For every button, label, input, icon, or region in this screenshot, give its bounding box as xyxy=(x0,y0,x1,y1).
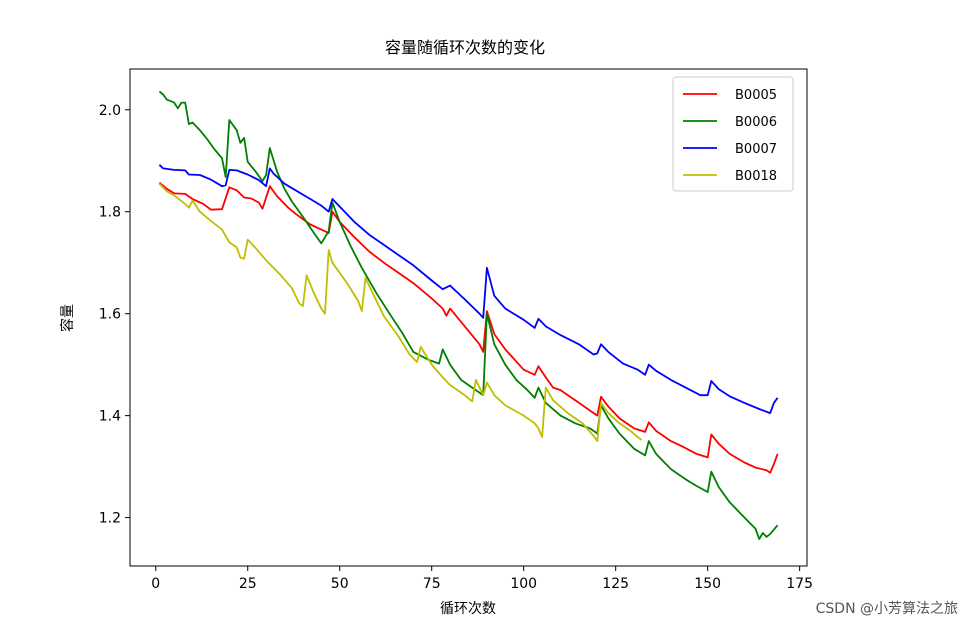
x-axis-title: 循环次数 xyxy=(440,601,496,617)
series-line-b0007 xyxy=(158,164,779,414)
series-line-b0006 xyxy=(158,90,779,540)
plot-lines xyxy=(158,90,779,540)
y-tick-label: 1.4 xyxy=(99,409,121,425)
plot-frame xyxy=(129,68,808,567)
legend-label-b0018: B0018 xyxy=(735,169,777,184)
x-tick-label: 175 xyxy=(786,576,813,592)
x-axis: 0 25 50 75 100 125 150 175 xyxy=(151,566,813,592)
legend-label-b0007: B0007 xyxy=(735,142,777,157)
y-axis-title: 容量 xyxy=(59,304,76,332)
x-tick-label: 125 xyxy=(602,576,629,592)
legend-box xyxy=(672,76,794,192)
y-tick-label: 1.2 xyxy=(99,511,121,527)
x-tick-label: 75 xyxy=(423,576,441,592)
series-line-b0018 xyxy=(158,183,642,442)
x-tick-label: 150 xyxy=(694,576,721,592)
legend-label-b0005: B0005 xyxy=(735,88,777,103)
x-tick-label: 25 xyxy=(239,576,257,592)
y-tick-label: 1.8 xyxy=(99,205,121,221)
legend-label-b0006: B0006 xyxy=(735,115,777,130)
x-tick-label: 100 xyxy=(510,576,537,592)
x-tick-label: 50 xyxy=(331,576,349,592)
x-tick-label: 0 xyxy=(151,576,160,592)
y-axis: 1.2 1.4 1.6 1.8 2.0 xyxy=(99,103,130,527)
chart-title: 容量随循环次数的变化 xyxy=(385,38,545,57)
legend: B0005 B0006 B0007 B0018 xyxy=(672,76,794,192)
watermark: CSDN @小芳算法之旅 xyxy=(815,601,958,617)
y-tick-label: 2.0 xyxy=(99,103,121,119)
y-tick-label: 1.6 xyxy=(99,307,121,323)
series-line-b0005 xyxy=(158,182,779,474)
